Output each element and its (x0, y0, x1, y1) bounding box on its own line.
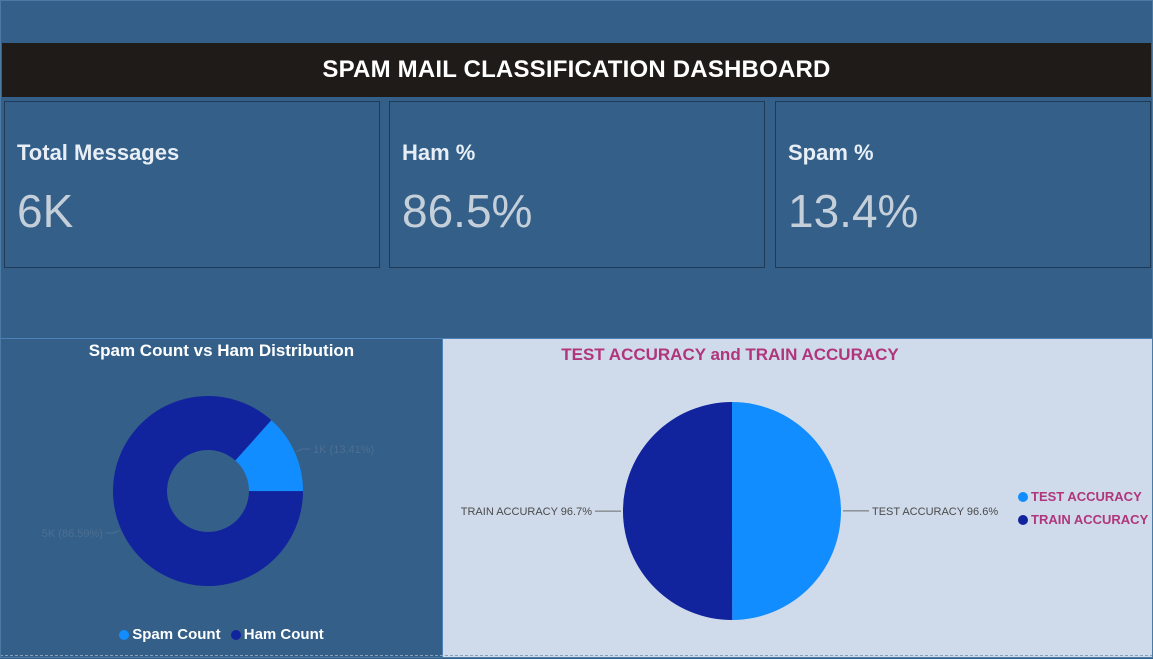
pie-data-label: 1K (13.41%) (313, 444, 374, 456)
kpi-label: Total Messages (17, 140, 179, 166)
kpi-card-spam-percent[interactable]: Spam % 13.4% (775, 101, 1151, 268)
legend-label: TEST ACCURACY (1031, 489, 1142, 504)
pie-chart[interactable]: TEST ACCURACY 96.6% TRAIN ACCURACY 96.7% (443, 339, 1018, 659)
pie-slice-test-accuracy[interactable] (732, 402, 841, 620)
legend-dot-icon (119, 630, 129, 640)
pie-chart-panel[interactable]: TEST ACCURACY and TRAIN ACCURACY TEST AC… (443, 338, 1153, 658)
legend-dot-icon (1018, 492, 1028, 502)
pie-slice-train-accuracy[interactable] (623, 402, 732, 620)
kpi-value: 13.4% (788, 184, 918, 238)
legend-item-test-accuracy[interactable]: TEST ACCURACY (1018, 489, 1148, 504)
kpi-value: 86.5% (402, 184, 532, 238)
kpi-label: Spam % (788, 140, 874, 166)
legend-item-train-accuracy[interactable]: TRAIN ACCURACY (1018, 512, 1148, 527)
dashboard-title: SPAM MAIL CLASSIFICATION DASHBOARD (2, 43, 1151, 97)
pie-data-label: TEST ACCURACY 96.6% (872, 506, 998, 518)
donut-legend[interactable]: Spam Count Ham Count (0, 626, 443, 644)
legend-dot-icon (1018, 515, 1028, 525)
legend-label: TRAIN ACCURACY (1031, 512, 1148, 527)
donut-chart-panel[interactable]: Spam Count vs Ham Distribution 1K (13.41… (0, 338, 443, 658)
pie-data-label: 5K (86.59%) (42, 528, 103, 540)
pie-data-label: TRAIN ACCURACY 96.7% (461, 506, 592, 518)
kpi-value: 6K (17, 184, 73, 238)
legend-item-ham-count[interactable]: Ham Count (231, 626, 324, 643)
legend-label: Ham Count (244, 626, 324, 643)
legend-dot-icon (231, 630, 241, 640)
kpi-card-total-messages[interactable]: Total Messages 6K (4, 101, 380, 268)
pie-legend[interactable]: TEST ACCURACY TRAIN ACCURACY (1018, 489, 1148, 535)
kpi-card-ham-percent[interactable]: Ham % 86.5% (389, 101, 765, 268)
donut-chart[interactable]: 1K (13.41%) 5K (86.59%) (0, 339, 443, 619)
pie-leader-line (297, 449, 310, 451)
legend-label: Spam Count (132, 626, 220, 643)
kpi-label: Ham % (402, 140, 475, 166)
page-bottom-divider (0, 655, 1153, 656)
pie-leader-line (106, 531, 119, 533)
legend-item-spam-count[interactable]: Spam Count (119, 626, 220, 643)
